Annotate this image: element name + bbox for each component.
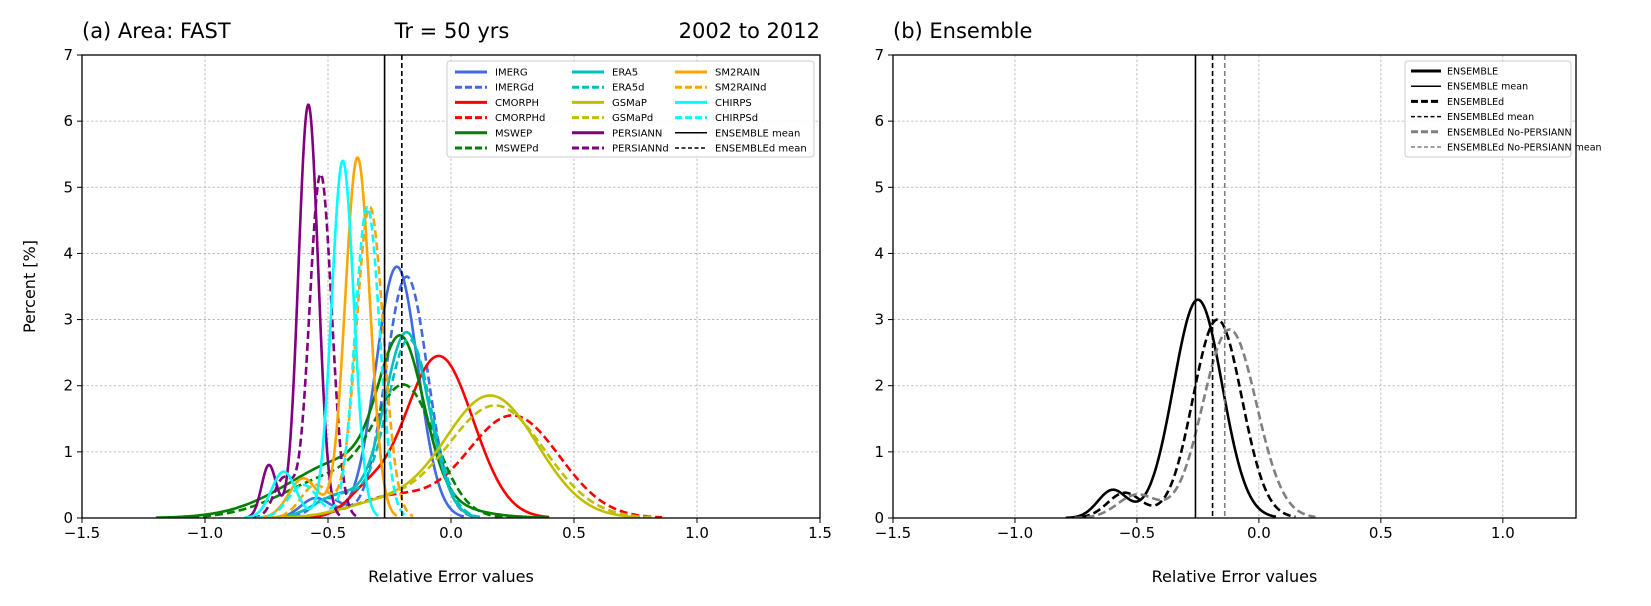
x-axis-label: Relative Error values	[368, 567, 534, 586]
legend-label-ensemble: ENSEMBLE	[1447, 67, 1498, 78]
x-tick-label: 1.0	[685, 524, 709, 542]
y-tick-label: 1	[874, 443, 884, 461]
series-line-sm2raind	[267, 205, 414, 518]
y-tick-label: 2	[874, 377, 884, 395]
series-line-mswepd	[167, 383, 514, 518]
y-tick-label: 0	[874, 509, 884, 527]
x-tick-label: −1.5	[64, 524, 100, 542]
legend-box	[446, 60, 815, 158]
series-line-persiannd	[251, 172, 357, 518]
series-line-gsmapd	[259, 404, 653, 518]
x-tick-label: 1.5	[808, 524, 832, 542]
x-tick-label: 0.5	[562, 524, 586, 542]
title-center: Tr = 50 yrs	[394, 19, 510, 43]
x-tick-label: −1.5	[875, 524, 911, 542]
series-line-ensemble	[1065, 298, 1277, 518]
y-tick-label: 3	[874, 311, 884, 329]
legend-label-imerg: IMERG	[495, 68, 528, 79]
title-left: (b) Ensemble	[893, 19, 1032, 43]
legend-label-era5: ERA5	[612, 68, 638, 79]
x-tick-label: 0.0	[439, 524, 463, 542]
legend-label-chirpsd: CHIRPSd	[715, 113, 758, 124]
series-group	[1065, 298, 1316, 518]
y-tick-label: 4	[874, 244, 884, 262]
panel-a-chart: −1.5 −1.0 −0.5 0.0 0.5 1.0 1.5 0 1 2 3 4 5 6 7 Relative…	[20, 19, 832, 586]
legend-label-sm2rain: SM2RAIN	[715, 68, 760, 79]
y-tick-label: 5	[63, 178, 73, 196]
y-tick-label: 3	[63, 311, 73, 329]
y-tick-label: 5	[874, 178, 884, 196]
x-tick-label: −0.5	[310, 524, 346, 542]
legend-label-gsmapd: GSMaPd	[612, 113, 653, 124]
series-group	[155, 103, 663, 518]
legend-label-imergd: IMERGd	[495, 83, 534, 94]
x-tick-label: −1.0	[187, 524, 223, 542]
series-line-chirpsd	[255, 205, 408, 518]
axes-frame	[892, 54, 1577, 519]
title-left: (a) Area: FAST	[82, 19, 231, 43]
legend-label-persiannd: PERSIANNd	[612, 144, 669, 155]
legend-label-gsmap: GSMaP	[612, 98, 647, 109]
legend-label-mswep: MSWEP	[495, 128, 532, 139]
legend-label-cmorph: CMORPH	[495, 98, 539, 109]
series-line-chirps	[243, 159, 379, 518]
x-tick-label: 0.0	[1247, 524, 1271, 542]
panel-b-chart: −1.5 −1.0 −0.5 0.0 0.5 1.0 0 1 2 3 4 5 6 7 Relative Er…	[874, 19, 1601, 586]
y-axis-label: Percent [%]	[20, 240, 39, 333]
legend-label-cmorphd: CMORPHd	[495, 113, 545, 124]
series-line-imerg	[267, 265, 465, 518]
y-tick-label: 6	[63, 112, 73, 130]
x-tick-label: −1.0	[997, 524, 1033, 542]
x-tick-label: −0.5	[1119, 524, 1155, 542]
legend-label-persiann: PERSIANN	[612, 128, 662, 139]
y-tick-label: 2	[63, 377, 73, 395]
legend-box	[1404, 60, 1572, 158]
y-tick-label: 4	[63, 244, 73, 262]
legend-label-era5d: ERA5d	[612, 83, 644, 94]
y-tick-label: 0	[63, 509, 73, 527]
legend-label-sm2raind: SM2RAINd	[715, 83, 767, 94]
series-line-era5d	[261, 337, 481, 518]
legend-label-ensembled-no-persiann-mean: ENSEMBLEd No-PERSIANN mean	[1447, 143, 1602, 154]
x-tick-label: 0.5	[1369, 524, 1393, 542]
y-tick-label: 7	[63, 46, 73, 64]
y-tick-label: 1	[63, 443, 73, 461]
series-line-cmorph	[301, 354, 550, 518]
y-tick-label: 6	[874, 112, 884, 130]
series-line-ensembled	[1069, 318, 1296, 518]
legend-label-mswepd: MSWEPd	[495, 144, 539, 155]
legend-label-ensembled: ENSEMBLEd	[1447, 97, 1504, 108]
legend-label-ensemble-mean: ENSEMBLE mean	[1447, 82, 1528, 93]
series-line-persiann	[244, 103, 341, 518]
x-tick-label: 1.0	[1491, 524, 1515, 542]
legend-label-ensembled-no-persiann: ENSEMBLEd No-PERSIANN	[1447, 127, 1572, 138]
legend-label-ensembled-mean: ENSEMBLEd mean	[1447, 112, 1534, 123]
legend-label-ensembled-mean: ENSEMBLEd mean	[715, 144, 807, 155]
y-tick-label: 7	[874, 46, 884, 64]
legend-label-chirps: CHIRPS	[715, 98, 752, 109]
legend-label-ensemble-mean: ENSEMBLE mean	[715, 128, 800, 139]
title-right: 2002 to 2012	[679, 19, 820, 43]
x-axis-label: Relative Error values	[1152, 567, 1318, 586]
